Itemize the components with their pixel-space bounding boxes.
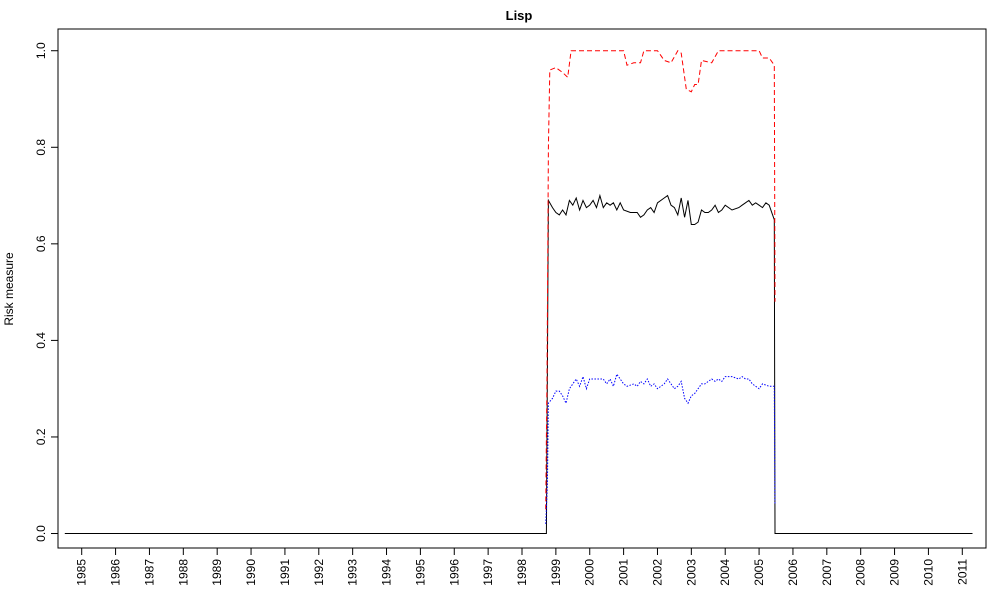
- x-tick-label: 1986: [109, 559, 123, 586]
- x-tick-label: 2009: [888, 559, 902, 586]
- x-tick-label: 2002: [650, 559, 664, 586]
- x-tick-label: 2011: [955, 559, 969, 585]
- x-tick-label: 2004: [718, 559, 732, 586]
- x-tick-label: 1987: [142, 559, 156, 586]
- x-tick-label: 2008: [854, 559, 868, 586]
- x-tick-label: 1997: [481, 559, 495, 586]
- x-tick-label: 2007: [820, 559, 834, 586]
- x-tick-label: 1991: [278, 559, 292, 586]
- series-layer: [64, 49, 973, 534]
- x-tick-label: 1998: [515, 559, 529, 586]
- y-tick-label: 0.8: [34, 139, 48, 156]
- x-tick-label: 1996: [447, 559, 461, 586]
- x-tick-label: 2010: [921, 559, 935, 586]
- x-tick-label: 1988: [176, 559, 190, 586]
- y-tick-label: 0.2: [34, 428, 48, 445]
- y-tick-label: 0.0: [34, 525, 48, 542]
- x-tick-label: 1995: [413, 559, 427, 586]
- plot-frame: [57, 28, 987, 549]
- x-tick-label: 1985: [75, 559, 89, 586]
- x-axis: 1985 1986 1987 1988 1989 1990 1991 1992 1993 1994…: [75, 548, 969, 586]
- y-tick-label: 0.4: [34, 332, 48, 349]
- x-tick-label: 1994: [380, 559, 394, 586]
- series-line-2: [545, 49, 776, 510]
- y-tick-label: 0.6: [34, 235, 48, 252]
- x-tick-label: 2005: [752, 559, 766, 586]
- x-tick-label: 1993: [346, 559, 360, 586]
- series-line-1: [64, 193, 973, 534]
- x-tick-label: 1989: [210, 559, 224, 586]
- x-tick-label: 1990: [244, 559, 258, 586]
- x-tick-label: 2001: [617, 559, 631, 586]
- x-tick-label: 2006: [786, 559, 800, 586]
- y-tick-label: 1.0: [34, 42, 48, 59]
- chart-title: Lisp: [506, 8, 533, 23]
- x-tick-label: 2000: [583, 559, 597, 586]
- y-axis-title: Risk measure: [2, 252, 16, 326]
- series-line-3: [545, 373, 776, 524]
- x-tick-label: 1999: [549, 559, 563, 586]
- x-tick-label: 2003: [684, 559, 698, 586]
- x-tick-label: 1992: [312, 559, 326, 586]
- y-axis: 0.0 0.2 0.4 0.6 0.8 1.0: [34, 42, 58, 542]
